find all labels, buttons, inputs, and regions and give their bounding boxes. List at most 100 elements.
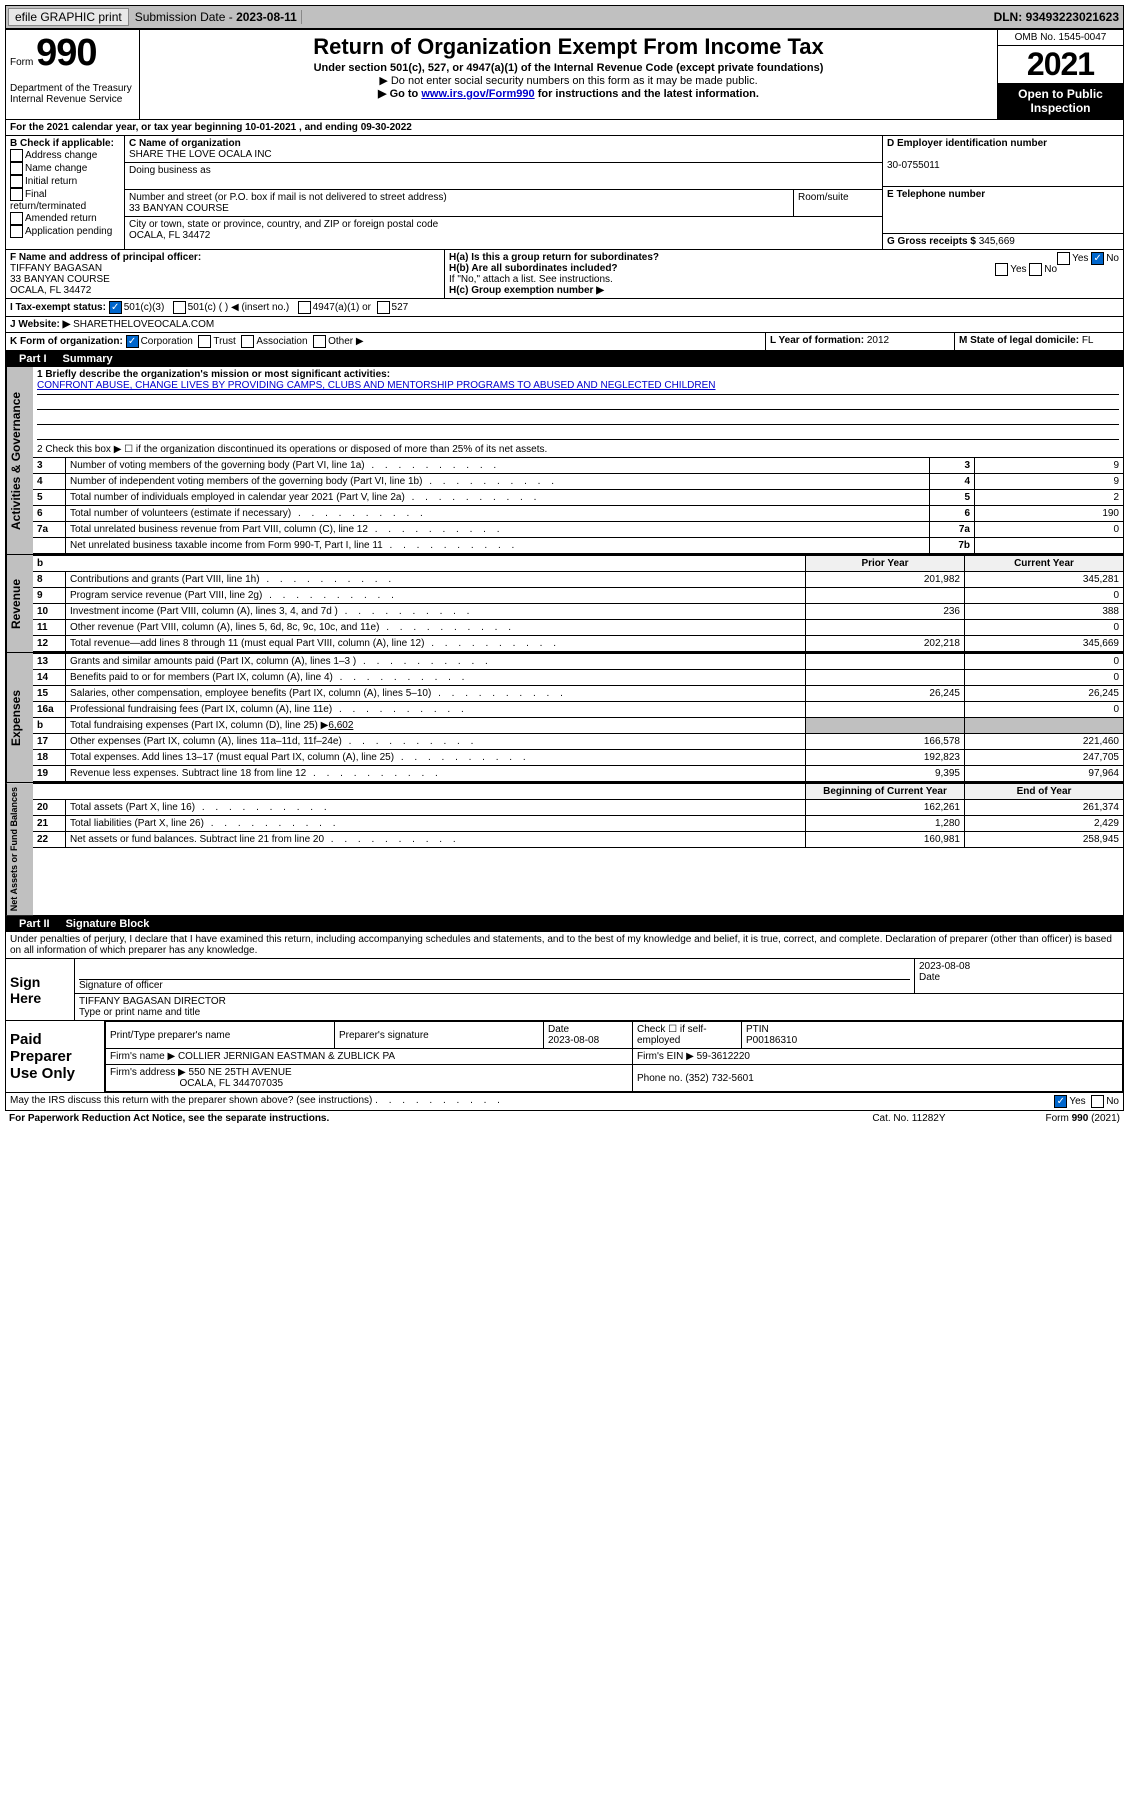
- table-header-row: b Prior Year Current Year: [33, 556, 1123, 572]
- ha-no: No: [1106, 253, 1119, 264]
- checkbox-501c3[interactable]: ✓: [109, 301, 122, 314]
- checkbox-mayirs-yes[interactable]: ✓: [1054, 1095, 1067, 1108]
- preparer-table: Print/Type preparer's name Preparer's si…: [105, 1021, 1123, 1092]
- table-row: 16a Professional fundraising fees (Part …: [33, 702, 1123, 718]
- check-self-employed: Check ☐ if self-employed: [633, 1022, 742, 1049]
- paid-preparer-label: Paid Preparer Use Only: [6, 1021, 105, 1092]
- form-label: Form: [10, 57, 33, 68]
- cat-no: Cat. No. 11282Y: [872, 1113, 945, 1124]
- irs-label: Internal Revenue Service: [10, 94, 135, 105]
- hb-no: No: [1044, 264, 1057, 275]
- table-row: 21 Total liabilities (Part X, line 26) 1…: [33, 816, 1123, 832]
- table-row: 8 Contributions and grants (Part VIII, l…: [33, 572, 1123, 588]
- year-formation: 2012: [867, 335, 889, 346]
- ptin-label: PTIN: [746, 1024, 769, 1035]
- checkbox-address-change[interactable]: [10, 149, 23, 162]
- table-row: Net unrelated business taxable income fr…: [33, 538, 1123, 554]
- part2-title: Signature Block: [66, 918, 150, 930]
- opt-application: Application pending: [25, 226, 112, 237]
- checkbox-ha-yes[interactable]: [1057, 252, 1070, 265]
- h-b-label: H(b) Are all subordinates included?: [449, 263, 618, 274]
- section-m-label: M State of legal domicile:: [959, 335, 1082, 346]
- submission-date: Submission Date - 2023-08-11: [131, 10, 302, 24]
- revenue-table: b Prior Year Current Year8 Contributions…: [33, 555, 1123, 652]
- part1-title: Summary: [63, 353, 113, 365]
- checkbox-hb-yes[interactable]: [995, 263, 1008, 276]
- firm-name: COLLIER JERNIGAN EASTMAN & ZUBLICK PA: [178, 1051, 395, 1062]
- section-l-label: L Year of formation:: [770, 335, 867, 346]
- prep-name-label: Print/Type preparer's name: [106, 1022, 335, 1049]
- officer-name: TIFFANY BAGASAN: [10, 263, 102, 274]
- checkbox-initial-return[interactable]: [10, 175, 23, 188]
- k-other: Other ▶: [328, 336, 363, 347]
- officer-name-title: TIFFANY BAGASAN DIRECTOR: [79, 996, 1119, 1007]
- tax-year: 2021: [998, 46, 1123, 83]
- type-name-label: Type or print name and title: [79, 1007, 200, 1018]
- declaration-text: Under penalties of perjury, I declare th…: [5, 932, 1124, 959]
- k-trust: Trust: [213, 336, 235, 347]
- table-row: 6 Total number of volunteers (estimate i…: [33, 506, 1123, 522]
- prep-sig-label: Preparer's signature: [335, 1022, 544, 1049]
- table-row: 11 Other revenue (Part VIII, column (A),…: [33, 620, 1123, 636]
- section-c-name-label: C Name of organization: [129, 138, 241, 149]
- checkbox-4947[interactable]: [298, 301, 311, 314]
- table-row: 7a Total unrelated business revenue from…: [33, 522, 1123, 538]
- checkbox-name-change[interactable]: [10, 162, 23, 175]
- ha-yes: Yes: [1072, 253, 1088, 264]
- table-row: 14 Benefits paid to or for members (Part…: [33, 670, 1123, 686]
- checkbox-527[interactable]: [377, 301, 390, 314]
- hb-yes: Yes: [1010, 264, 1026, 275]
- h-a-label: H(a) Is this a group return for subordin…: [449, 252, 659, 263]
- expenses-label: Expenses: [6, 653, 33, 782]
- checkbox-trust[interactable]: [198, 335, 211, 348]
- governance-label: Activities & Governance: [6, 367, 33, 554]
- netassets-label: Net Assets or Fund Balances: [6, 783, 33, 915]
- checkbox-other[interactable]: [313, 335, 326, 348]
- firm-name-label: Firm's name ▶: [110, 1051, 175, 1062]
- mission-statement[interactable]: CONFRONT ABUSE, CHANGE LIVES BY PROVIDIN…: [37, 380, 1119, 395]
- firm-ein-label: Firm's EIN ▶: [637, 1051, 694, 1062]
- firm-addr2: OCALA, FL 344707035: [179, 1078, 283, 1089]
- checkbox-hb-no[interactable]: [1029, 263, 1042, 276]
- officer-addr1: 33 BANYAN COURSE: [10, 274, 110, 285]
- form-instruction-1: ▶ Do not enter social security numbers o…: [146, 74, 991, 87]
- checkbox-amended[interactable]: [10, 212, 23, 225]
- section-j-label: J Website: ▶: [10, 319, 70, 330]
- street-value: 33 BANYAN COURSE: [129, 203, 229, 214]
- opt-amended: Amended return: [25, 213, 97, 224]
- revenue-label: Revenue: [6, 555, 33, 652]
- section-b-label: B Check if applicable:: [10, 138, 114, 149]
- section-e-label: E Telephone number: [887, 189, 985, 200]
- prep-date: 2023-08-08: [548, 1035, 599, 1046]
- sign-here-label: Sign Here: [6, 959, 75, 1020]
- table-row: 20 Total assets (Part X, line 16) 162,26…: [33, 800, 1123, 816]
- section-i-label: I Tax-exempt status:: [10, 302, 106, 313]
- checkbox-ha-no[interactable]: ✓: [1091, 252, 1104, 265]
- form-subtitle: Under section 501(c), 527, or 4947(a)(1)…: [146, 62, 991, 74]
- checkbox-501c[interactable]: [173, 301, 186, 314]
- part2-label: Part II: [11, 918, 58, 930]
- city-label: City or town, state or province, country…: [129, 219, 438, 230]
- omb-number: OMB No. 1545-0047: [998, 30, 1123, 46]
- checkbox-application[interactable]: [10, 225, 23, 238]
- i-501c: 501(c) ( ) ◀ (insert no.): [188, 302, 290, 313]
- checkbox-final-return[interactable]: [10, 188, 23, 201]
- sig-date: 2023-08-08: [919, 961, 1119, 972]
- checkbox-corporation[interactable]: ✓: [126, 335, 139, 348]
- ptin-value: P00186310: [746, 1035, 797, 1046]
- line-a-tax-year: For the 2021 calendar year, or tax year …: [6, 120, 416, 135]
- paperwork-notice: For Paperwork Reduction Act Notice, see …: [9, 1113, 329, 1124]
- checkbox-association[interactable]: [241, 335, 254, 348]
- part1-label: Part I: [11, 353, 55, 365]
- checkbox-mayirs-no[interactable]: [1091, 1095, 1104, 1108]
- dba-label: Doing business as: [129, 165, 211, 176]
- table-row: 9 Program service revenue (Part VIII, li…: [33, 588, 1123, 604]
- org-name: SHARE THE LOVE OCALA INC: [129, 149, 272, 160]
- expenses-table: 13 Grants and similar amounts paid (Part…: [33, 653, 1123, 782]
- table-row: 22 Net assets or fund balances. Subtract…: [33, 832, 1123, 848]
- section-f-label: F Name and address of principal officer:: [10, 252, 201, 263]
- irs-link[interactable]: www.irs.gov/Form990: [421, 88, 534, 100]
- q1-label: 1 Briefly describe the organization's mi…: [37, 369, 390, 380]
- table-header-row: Beginning of Current Year End of Year: [33, 784, 1123, 800]
- efile-graphic-button[interactable]: efile GRAPHIC print: [8, 8, 129, 26]
